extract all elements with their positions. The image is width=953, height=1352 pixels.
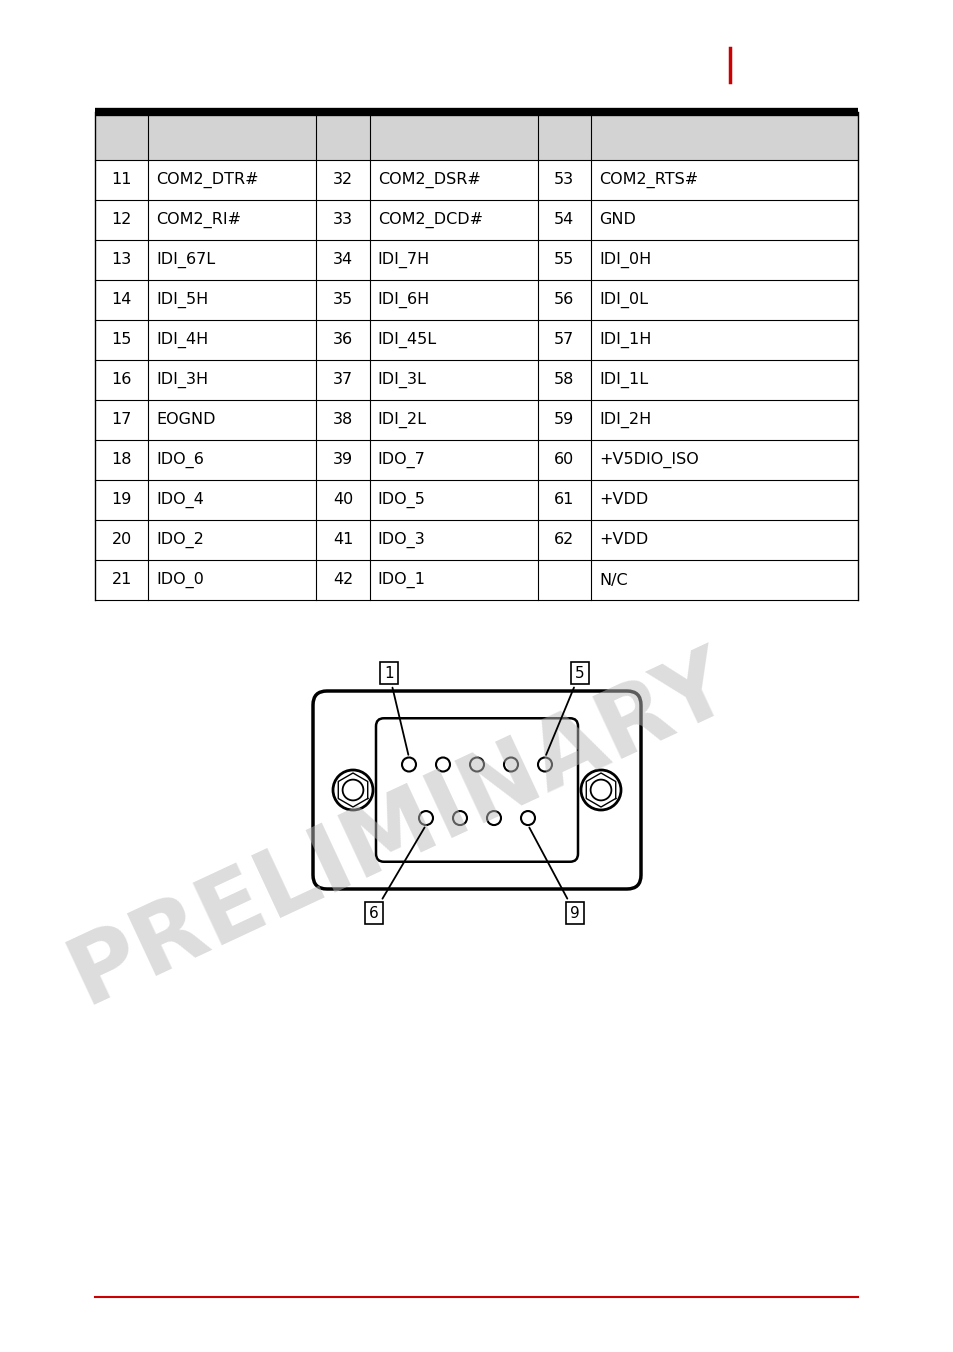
Text: IDO_4: IDO_4	[156, 492, 204, 508]
Bar	[95, 400, 857, 439]
Text: 19: 19	[112, 492, 132, 507]
Text: 59: 59	[554, 412, 574, 427]
Text: IDI_1H: IDI_1H	[598, 331, 651, 347]
Text: 17: 17	[112, 412, 132, 427]
Text: IDO_0: IDO_0	[156, 572, 204, 588]
Bar	[95, 200, 857, 241]
Text: IDI_4H: IDI_4H	[156, 331, 209, 347]
Text: IDI_67L: IDI_67L	[156, 251, 215, 268]
Bar	[95, 521, 857, 560]
Text: 58: 58	[554, 373, 574, 388]
Text: 1: 1	[384, 665, 408, 754]
Text: +VDD: +VDD	[598, 492, 647, 507]
Circle shape	[486, 811, 500, 825]
Text: 13: 13	[112, 253, 132, 268]
Text: 42: 42	[333, 572, 353, 588]
Text: 14: 14	[112, 292, 132, 307]
Text: IDI_2L: IDI_2L	[377, 412, 426, 429]
Circle shape	[537, 757, 552, 772]
Text: IDI_7H: IDI_7H	[377, 251, 430, 268]
Bar	[95, 560, 857, 600]
Bar	[95, 439, 857, 480]
Text: IDO_5: IDO_5	[377, 492, 425, 508]
Text: 54: 54	[554, 212, 574, 227]
Text: COM2_DTR#: COM2_DTR#	[156, 172, 258, 188]
Text: IDO_7: IDO_7	[377, 452, 425, 468]
Circle shape	[436, 757, 450, 772]
Text: COM2_DCD#: COM2_DCD#	[377, 212, 482, 228]
Text: 56: 56	[554, 292, 574, 307]
Text: IDI_6H: IDI_6H	[377, 292, 430, 308]
Circle shape	[503, 757, 517, 772]
Text: IDI_3H: IDI_3H	[156, 372, 209, 388]
Text: 61: 61	[554, 492, 574, 507]
Text: 9: 9	[529, 827, 579, 921]
Text: 15: 15	[112, 333, 132, 347]
Bar	[95, 480, 857, 521]
Bar	[95, 160, 857, 200]
Text: 32: 32	[333, 173, 353, 188]
Circle shape	[590, 780, 611, 800]
Text: 21: 21	[112, 572, 132, 588]
Circle shape	[580, 771, 620, 810]
Text: IDO_1: IDO_1	[377, 572, 425, 588]
Circle shape	[453, 811, 467, 825]
Text: IDO_6: IDO_6	[156, 452, 204, 468]
Bar	[95, 320, 857, 360]
Circle shape	[418, 811, 433, 825]
Text: 39: 39	[333, 453, 353, 468]
FancyBboxPatch shape	[375, 718, 578, 861]
Text: 12: 12	[112, 212, 132, 227]
Text: IDO_2: IDO_2	[156, 531, 204, 548]
Text: COM2_DSR#: COM2_DSR#	[377, 172, 480, 188]
Text: IDI_3L: IDI_3L	[377, 372, 426, 388]
Text: 60: 60	[554, 453, 574, 468]
Text: +VDD: +VDD	[598, 533, 647, 548]
Text: IDI_1L: IDI_1L	[598, 372, 647, 388]
Text: 62: 62	[554, 533, 574, 548]
Text: IDO_3: IDO_3	[377, 531, 425, 548]
Bar	[95, 241, 857, 280]
Text: IDI_0L: IDI_0L	[598, 292, 647, 308]
Text: N/C: N/C	[598, 572, 627, 588]
Text: 53: 53	[554, 173, 574, 188]
Text: IDI_5H: IDI_5H	[156, 292, 209, 308]
Text: 11: 11	[112, 173, 132, 188]
Bar	[95, 112, 857, 160]
Text: 41: 41	[333, 533, 353, 548]
Circle shape	[470, 757, 483, 772]
Circle shape	[333, 771, 373, 810]
Text: 37: 37	[333, 373, 353, 388]
Text: 6: 6	[369, 827, 424, 921]
Text: 35: 35	[333, 292, 353, 307]
Text: 36: 36	[333, 333, 353, 347]
Text: 18: 18	[112, 453, 132, 468]
Text: COM2_RTS#: COM2_RTS#	[598, 172, 698, 188]
Text: PRELIMINARY: PRELIMINARY	[54, 637, 744, 1023]
Text: 40: 40	[333, 492, 353, 507]
Text: IDI_45L: IDI_45L	[377, 331, 436, 347]
Circle shape	[520, 811, 535, 825]
Text: COM2_RI#: COM2_RI#	[156, 212, 241, 228]
Text: 38: 38	[333, 412, 353, 427]
Bar	[95, 360, 857, 400]
Text: EOGND: EOGND	[156, 412, 215, 427]
Text: 5: 5	[545, 665, 584, 754]
Text: 57: 57	[554, 333, 574, 347]
Text: IDI_2H: IDI_2H	[598, 412, 651, 429]
Circle shape	[401, 757, 416, 772]
Text: GND: GND	[598, 212, 635, 227]
Circle shape	[342, 780, 363, 800]
Text: +V5DIO_ISO: +V5DIO_ISO	[598, 452, 698, 468]
Text: 55: 55	[554, 253, 574, 268]
Bar	[95, 280, 857, 320]
Text: 33: 33	[333, 212, 353, 227]
Text: 20: 20	[112, 533, 132, 548]
Text: 16: 16	[112, 373, 132, 388]
Text: IDI_0H: IDI_0H	[598, 251, 651, 268]
Text: 34: 34	[333, 253, 353, 268]
FancyBboxPatch shape	[313, 691, 640, 890]
